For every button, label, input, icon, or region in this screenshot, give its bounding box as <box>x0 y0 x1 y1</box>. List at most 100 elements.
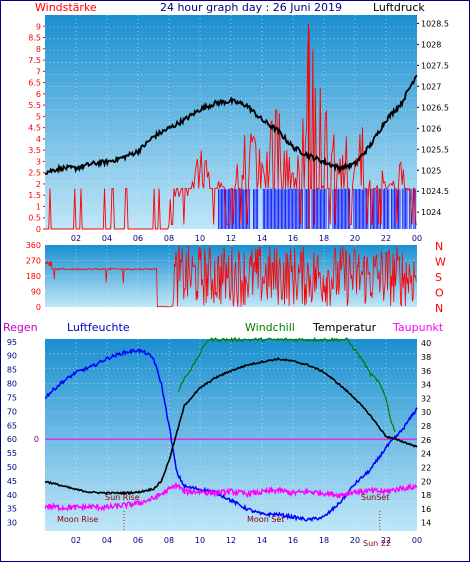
y-left-tick-label: 9 <box>36 22 41 31</box>
series-1 <box>44 24 418 230</box>
y-left-ticks-2: 0 90 180 270 360 <box>26 241 41 312</box>
temperature-line <box>44 357 418 496</box>
y-right-tick-label: 1027 <box>421 82 441 91</box>
direction-letter: N <box>435 240 443 253</box>
sun-set-label: SunSet <box>361 493 389 502</box>
y-left-tick-label: 2 <box>36 180 41 189</box>
y-right-tick-label: 1025 <box>421 166 441 175</box>
y-left-tick-label: 40 <box>7 491 17 500</box>
y-left-tick-label: 35 <box>7 505 17 514</box>
humidity-line <box>44 348 418 523</box>
x-tick-label: 22 <box>381 234 391 243</box>
y-right-tick-label: 18 <box>421 491 431 500</box>
y-right-tick-label: 1028 <box>421 40 441 49</box>
grid-3 <box>45 339 417 531</box>
y-right-tick-label: 1028.5 <box>421 19 449 28</box>
x-tick-label: 10 <box>195 234 205 243</box>
direction-letter: O <box>435 287 444 300</box>
y-right-tick-label: 32 <box>421 394 431 403</box>
y-right-tick-label: 1025.5 <box>421 145 449 154</box>
x-tick-label: 08 <box>164 234 174 243</box>
y-left-tick-label: 30 <box>7 519 17 528</box>
y-left-tick-label: 270 <box>26 257 41 266</box>
y-right-tick-label: 34 <box>421 381 431 390</box>
y-right-tick-label: 36 <box>421 367 431 376</box>
y-right-tick-label: 30 <box>421 408 431 417</box>
y-left-tick-label: 1.5 <box>28 191 41 200</box>
y-left-tick-label: 3 <box>36 157 41 166</box>
x-tick-label: 04 <box>102 234 112 243</box>
y-left-tick-label: 80 <box>7 380 17 389</box>
wind-pressure-chart: Windstärke 24 hour graph day : 26 Juni 2… <box>28 1 449 243</box>
y-left-tick-label: 6.5 <box>28 79 41 88</box>
x-tick-label: 10 <box>195 536 205 545</box>
left-axis-label: Windstärke <box>35 1 97 14</box>
y-left-tick-label: 65 <box>7 421 17 430</box>
y-left-tick-label: 70 <box>7 407 17 416</box>
x-tick-label: 14 <box>257 234 267 243</box>
y-left-ticks-3: 30 35 40 45 50 55 60 65 70 75 80 85 90 95 <box>7 338 17 528</box>
series-3: 0 <box>34 336 418 523</box>
x-tick-label: 18 <box>319 234 329 243</box>
x-tick-label: 12 <box>226 536 236 545</box>
y-right-ticks-3: 14 16 18 20 22 24 26 28 30 32 34 36 38 40 <box>421 339 431 528</box>
x-tick-label: 00 <box>412 536 422 545</box>
x-tick-label: 12 <box>226 234 236 243</box>
y-left-tick-label: 90 <box>7 352 17 361</box>
dewpoint-line <box>44 482 418 512</box>
y-right-tick-label: 24 <box>421 450 431 459</box>
y-right-tick-label: 22 <box>421 463 431 472</box>
x-tick-label: 02 <box>71 536 81 545</box>
y-left-tick-label: 55 <box>7 449 17 458</box>
sun-22-label: Sun 22 <box>363 539 391 548</box>
x-tick-label: 00 <box>412 234 422 243</box>
x-tick-label: 14 <box>257 536 267 545</box>
x-tick-label: 06 <box>133 536 143 545</box>
wind-direction-line <box>44 245 417 308</box>
y-left-tick-label: 5.5 <box>28 101 41 110</box>
x-tick-label: 04 <box>102 536 112 545</box>
x-tick-label: 16 <box>288 536 298 545</box>
y-right-tick-label: 1027.5 <box>421 61 449 70</box>
x-tick-label: 20 <box>350 536 360 545</box>
x-ticks-1: 02 04 06 08 10 12 14 16 18 20 22 00 <box>71 234 422 243</box>
legend-regen: Regen <box>3 321 38 334</box>
x-ticks-3: 02 04 06 08 10 12 14 16 18 20 22 00 <box>71 536 422 545</box>
x-tick-label: 16 <box>288 234 298 243</box>
x-tick-label: 18 <box>319 536 329 545</box>
temperature-humidity-chart: Regen Luftfeuchte Windchill Temperatur T… <box>3 321 444 548</box>
x-tick-label: 06 <box>133 234 143 243</box>
y-left-tick-label: 3.5 <box>28 146 41 155</box>
y-left-tick-label: 6 <box>36 90 41 99</box>
series-2 <box>44 245 417 308</box>
y-left-tick-label: 2.5 <box>28 169 41 178</box>
direction-letter: N <box>435 302 443 315</box>
y-left-tick-label: 0 <box>36 225 41 234</box>
direction-letter: S <box>435 271 442 284</box>
chart-title: 24 hour graph day : 26 Juni 2019 <box>160 1 342 14</box>
legend-luftfeuchte: Luftfeuchte <box>67 321 130 334</box>
y-right-tick-label: 26 <box>421 436 431 445</box>
moon-set-label: Moon Set <box>247 515 284 524</box>
y-right-tick-label: 38 <box>421 353 431 362</box>
y-left-tick-label: 85 <box>7 366 17 375</box>
y-left-tick-label: 60 <box>7 435 17 444</box>
y-left-tick-label: 5 <box>36 112 41 121</box>
y-left-tick-label: 50 <box>7 463 17 472</box>
y-left-tick-label: 4 <box>36 135 41 144</box>
y-right-tick-label: 1026.5 <box>421 103 449 112</box>
y-left-tick-label: 8.5 <box>28 34 41 43</box>
y-left-tick-label: 360 <box>26 241 41 250</box>
y-left-tick-label: 95 <box>7 338 17 347</box>
x-tick-label: 22 <box>381 536 391 545</box>
direction-letter: W <box>435 256 446 269</box>
y-left-tick-label: 8 <box>36 45 41 54</box>
y-right-tick-label: 28 <box>421 422 431 431</box>
y-right-ticks-1: 1024 1024.5 1025 1025.5 1026 1026.5 1027 1027.5… <box>417 19 449 217</box>
legend-temperatur: Temperatur <box>312 321 377 334</box>
y-right-tick-label: 40 <box>421 339 431 348</box>
